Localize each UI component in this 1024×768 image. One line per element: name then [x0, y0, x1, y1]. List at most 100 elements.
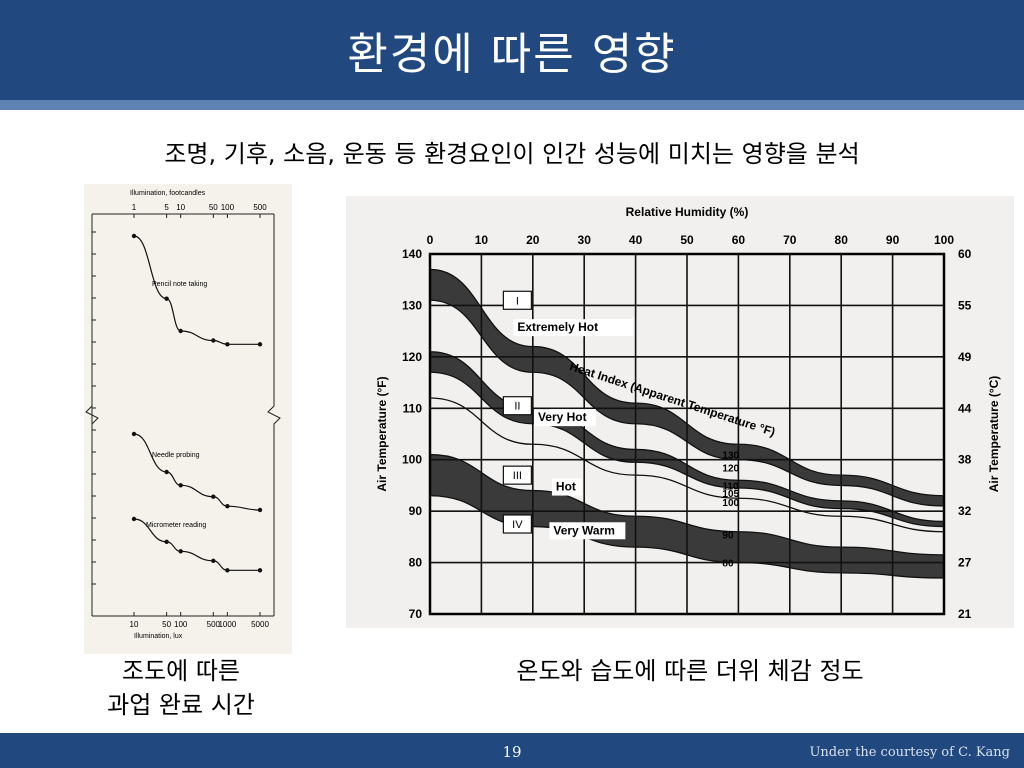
data-point: [178, 328, 183, 334]
zone-label-bg: [549, 522, 626, 540]
data-point: [211, 558, 216, 563]
heat-index-value: 100: [722, 498, 739, 509]
data-point: [178, 483, 183, 488]
zone-label: Hot: [556, 480, 576, 494]
caption-illumination-line-2: 과업 완료 시간: [107, 691, 255, 719]
heat-index-band: [430, 454, 944, 578]
y-tick-label: 90: [409, 504, 423, 518]
top-tick-label: 5: [164, 203, 169, 212]
axis-break-right: [267, 214, 281, 616]
data-point: [164, 296, 169, 301]
bottom-axis-label: Illumination, lux: [134, 633, 183, 640]
x-tick-label: 60: [732, 233, 746, 247]
y-tick-label: 70: [409, 607, 423, 621]
title-bar: [0, 0, 1024, 100]
heat-index-value: 80: [722, 559, 734, 570]
top-tick-label: 100: [221, 203, 235, 212]
y-right-tick-label: 60: [958, 247, 972, 261]
x-tick-label: 90: [886, 233, 900, 247]
y-axis-label: Air Temperature (°F): [375, 376, 389, 491]
heat-index-value: 110: [722, 481, 739, 492]
data-point: [257, 342, 263, 347]
heat-index-value: 120: [722, 463, 739, 474]
y-right-tick-label: 21: [958, 607, 972, 621]
x-tick-label: 80: [835, 233, 849, 247]
series-curve: [133, 518, 260, 571]
data-point: [257, 507, 263, 513]
zone-numeral: III: [513, 470, 522, 482]
bottom-tick-label: 500: [207, 620, 221, 629]
heat-index-chart: 0 10 20 30 40 50 60 70 80 90 100 70 21 80 27 90 32 100 38 1…: [346, 196, 1014, 628]
y-tick-label: 110: [403, 401, 423, 415]
x-tick-label: 0: [427, 233, 434, 247]
top-tick-label: 10: [176, 203, 185, 212]
x-tick-label: 50: [680, 233, 694, 247]
x-tick-label: 40: [629, 233, 643, 247]
top-tick-label: 1: [132, 203, 137, 212]
y-tick-label: 130: [402, 298, 422, 312]
zone-numeral: IV: [512, 519, 523, 531]
y-right-tick-label: 32: [958, 504, 972, 518]
x-tick-label: 100: [934, 233, 954, 247]
heat-index-value: 90: [722, 530, 734, 541]
data-point: [225, 568, 230, 573]
data-point: [257, 568, 263, 573]
bottom-tick-label: 100: [174, 620, 188, 629]
y-tick-label: 80: [409, 556, 423, 570]
zone-label: Very Warm: [553, 523, 615, 537]
zone-label: Very Hot: [538, 410, 587, 424]
heat-index-value: 130: [722, 451, 739, 462]
heat-index-curve: [429, 268, 945, 497]
y-tick-label: 140: [402, 247, 422, 261]
x-tick-label: 10: [475, 233, 489, 247]
y-right-tick-label: 38: [958, 453, 972, 467]
heat-index-curve: [429, 371, 945, 528]
bottom-tick-label: 5000: [251, 620, 269, 629]
zone-label: Extremely Hot: [517, 320, 598, 334]
slide-subtitle: 조명, 기후, 소음, 운동 등 환경요인이 인간 성능에 미치는 영향을 분석: [164, 140, 860, 168]
data-point: [164, 539, 169, 544]
data-point: [211, 494, 216, 499]
x-axis-label: Relative Humidity (%): [626, 205, 749, 219]
heat-index-curve: [429, 299, 945, 507]
y-tick-label: 120: [402, 350, 422, 364]
top-tick-label: 500: [253, 203, 267, 212]
series-label: Pencil note taking: [152, 281, 207, 288]
title-bar-stripe: [0, 100, 1024, 110]
heat-index-curve: [429, 397, 945, 533]
series-label: Micrometer reading: [146, 522, 206, 529]
y-right-tick-label: 44: [958, 401, 972, 415]
series-curve: [133, 433, 261, 511]
caption-illumination: 조도에 따른 과업 완료 시간: [76, 654, 286, 722]
caption-heat-index: 온도와 습도에 따른 더위 체감 정도: [516, 657, 864, 685]
slide-title: 환경에 따른 영향: [347, 29, 677, 80]
x-tick-label: 30: [578, 233, 592, 247]
zone-label-bg: [533, 409, 596, 427]
data-point: [225, 504, 230, 509]
footer-bar: [0, 733, 1024, 768]
page-number: 19: [502, 743, 522, 761]
data-point: [131, 233, 137, 239]
y-right-tick-label: 49: [958, 350, 972, 364]
heat-index-curve: [429, 453, 945, 556]
data-point: [178, 549, 183, 554]
zone-label-bg: [513, 319, 634, 337]
heat-index-value: 105: [722, 489, 739, 500]
series-label: Needle probing: [152, 452, 200, 459]
y-right-axis-label: Air Temperature (°C): [987, 376, 1001, 493]
top-axis-label: Illumination, footcandles: [130, 190, 206, 197]
bottom-tick-label: 1000: [218, 620, 236, 629]
axis-break-left: [85, 405, 99, 425]
plot-frame: [428, 252, 946, 616]
zone-numeral-box: [502, 396, 532, 416]
zone-label-bg: [551, 478, 582, 496]
top-tick-label: 50: [209, 203, 218, 212]
x-tick-label: 70: [783, 233, 797, 247]
data-point: [225, 342, 230, 347]
zone-numeral: II: [514, 401, 520, 413]
data-point: [131, 431, 137, 437]
bottom-tick-label: 50: [162, 620, 171, 629]
data-point: [164, 469, 169, 475]
courtesy-note: Under the courtesy of C. Kang: [809, 745, 1010, 760]
